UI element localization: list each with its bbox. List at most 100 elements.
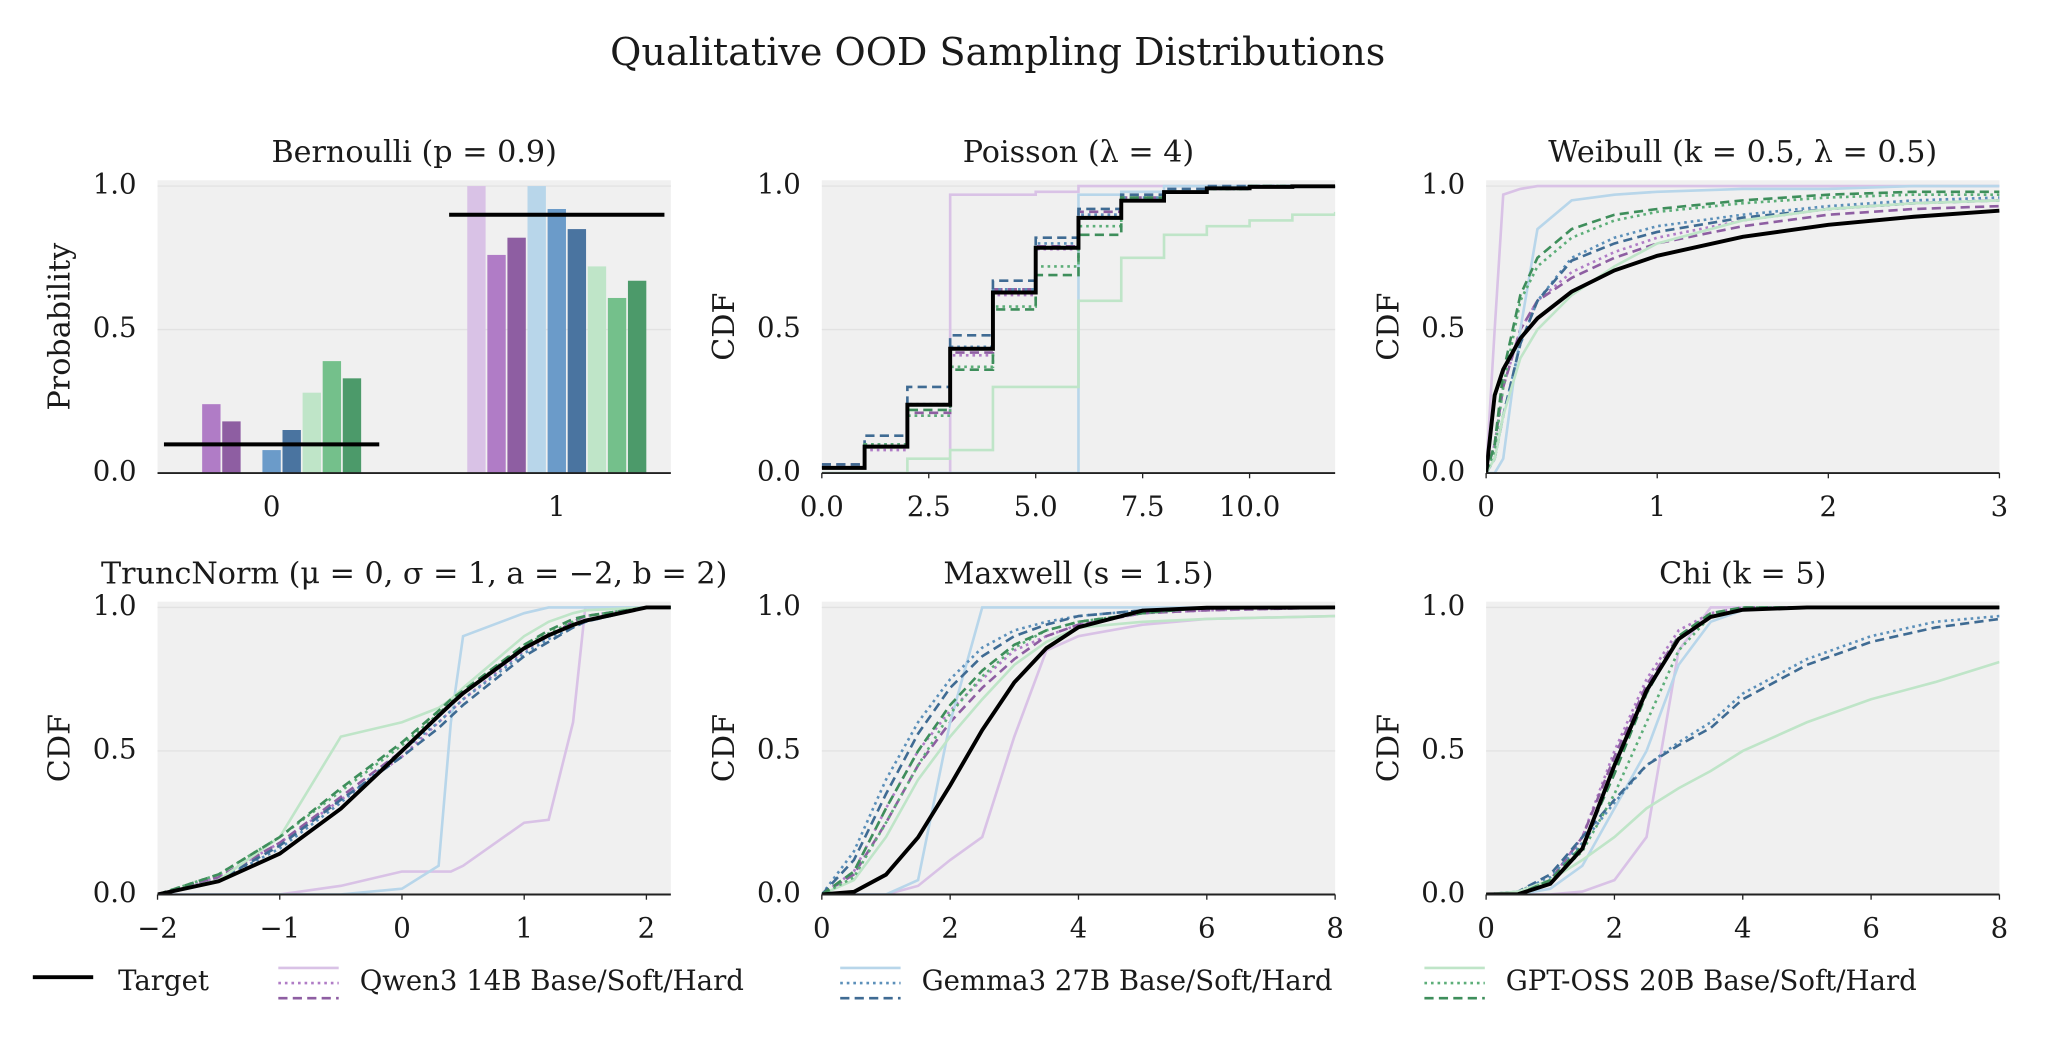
x-tick-label: −1	[259, 912, 300, 944]
bar	[527, 186, 546, 474]
cdf-line	[157, 606, 671, 895]
x-tick-label: 0.0	[800, 491, 844, 523]
cdf-line	[1486, 204, 2000, 474]
target-line	[821, 605, 1336, 895]
bar	[342, 378, 362, 474]
y-axis-label: CDF	[1371, 714, 1406, 782]
cdf-line	[821, 614, 1336, 895]
bar	[547, 208, 566, 474]
bar	[587, 266, 607, 474]
cdf-line	[1486, 617, 2000, 895]
bar	[202, 404, 221, 474]
subplot-title: Chi (k = 5)	[1659, 556, 1826, 591]
x-tick-label: 0	[393, 912, 411, 944]
subplot-title: Maxwell (s = 1.5)	[943, 556, 1213, 591]
bar	[282, 429, 301, 474]
bar	[567, 229, 587, 474]
x-tick-label: 8	[1326, 912, 1344, 944]
subplot-title: TruncNorm (μ = 0, σ = 1, a = −2, b = 2)	[101, 556, 727, 591]
y-tick-label: 1.0	[1421, 169, 1465, 201]
x-tick-label: 2	[638, 912, 656, 944]
cdf-line	[821, 606, 1336, 895]
y-axis-label: CDF	[707, 714, 742, 782]
y-tick-label: 0.5	[93, 733, 137, 765]
plot-background	[1486, 180, 2000, 474]
subplot-title: Weibull (k = 0.5, λ = 0.5)	[1548, 135, 1937, 170]
x-tick-label: 0	[1477, 491, 1495, 523]
cdf-line	[821, 606, 1336, 895]
x-tick-label: 7.5	[1121, 491, 1165, 523]
plot-background	[157, 601, 671, 895]
cdf-line	[821, 606, 1336, 895]
y-tick-label: 0.5	[1421, 733, 1465, 765]
x-tick-label: 0	[1477, 912, 1495, 944]
x-tick-label: 3	[1991, 491, 2009, 523]
x-tick-label: 6	[1862, 912, 1880, 944]
cdf-line	[1486, 184, 2000, 474]
y-tick-label: 0.5	[93, 312, 137, 344]
y-tick-label: 0.0	[1421, 877, 1465, 909]
bar	[607, 297, 627, 474]
y-axis-label: CDF	[43, 714, 78, 782]
y-tick-label: 0.0	[93, 877, 137, 909]
cdf-line	[157, 606, 671, 895]
y-tick-label: 0.0	[93, 456, 137, 488]
x-tick-label: 2.5	[907, 491, 951, 523]
cdf-line	[1486, 606, 2000, 895]
x-tick-label: 2	[1820, 491, 1838, 523]
y-axis-label: CDF	[1371, 293, 1406, 361]
bar	[627, 280, 647, 474]
legend-label: Target	[118, 965, 209, 997]
y-tick-label: 1.0	[757, 169, 801, 201]
bar	[507, 237, 526, 474]
y-tick-label: 0.0	[757, 877, 801, 909]
y-tick-label: 1.0	[1421, 590, 1465, 622]
x-tick-label: 2	[941, 912, 959, 944]
y-tick-label: 0.0	[1421, 456, 1465, 488]
bar	[467, 186, 486, 474]
target-line	[821, 184, 1336, 470]
target-line	[1486, 605, 2000, 895]
y-axis-label: Probability	[43, 243, 78, 411]
cdf-line	[1486, 190, 2000, 474]
figure-title: Qualitative OOD Sampling Distributions	[610, 30, 1385, 74]
target-line	[1486, 208, 2000, 474]
x-tick-label: 1	[1648, 491, 1666, 523]
x-tick-label: 10.0	[1219, 491, 1280, 523]
y-tick-label: 0.0	[757, 456, 801, 488]
x-tick-label: 2	[1606, 912, 1624, 944]
legend-label: GPT-OSS 20B Base/Soft/Hard	[1506, 965, 1917, 997]
y-tick-label: 1.0	[757, 590, 801, 622]
x-tick-label: 4	[1734, 912, 1752, 944]
subplot-title: Bernoulli (p = 0.9)	[271, 135, 556, 170]
bar	[302, 392, 321, 474]
subplot-title: Poisson (λ = 4)	[963, 135, 1195, 170]
bar	[487, 254, 506, 474]
x-tick-label: 1	[515, 912, 533, 944]
cdf-line	[1486, 184, 2000, 474]
x-tick-label: 6	[1198, 912, 1216, 944]
y-tick-label: 1.0	[93, 590, 137, 622]
cdf-line	[821, 211, 1336, 474]
x-tick-label: 4	[1070, 912, 1088, 944]
x-tick-label: −2	[137, 912, 178, 944]
cdf-line	[1486, 614, 2000, 895]
plot-background	[1486, 601, 2000, 895]
cdf-line	[821, 614, 1336, 895]
y-axis-label: CDF	[707, 293, 742, 361]
plot-background	[821, 601, 1336, 895]
legend-label: Qwen3 14B Base/Soft/Hard	[360, 965, 744, 997]
bar	[322, 361, 342, 474]
legend-label: Gemma3 27B Base/Soft/Hard	[922, 965, 1333, 997]
cdf-line	[157, 606, 671, 895]
bar	[222, 421, 241, 474]
x-tick-label: 5.0	[1014, 491, 1058, 523]
x-tick-label: 8	[1991, 912, 2009, 944]
y-tick-label: 0.5	[757, 312, 801, 344]
y-tick-label: 0.5	[757, 733, 801, 765]
cdf-line	[821, 606, 1336, 895]
x-tick-label: 0	[813, 912, 831, 944]
y-tick-label: 1.0	[93, 169, 137, 201]
